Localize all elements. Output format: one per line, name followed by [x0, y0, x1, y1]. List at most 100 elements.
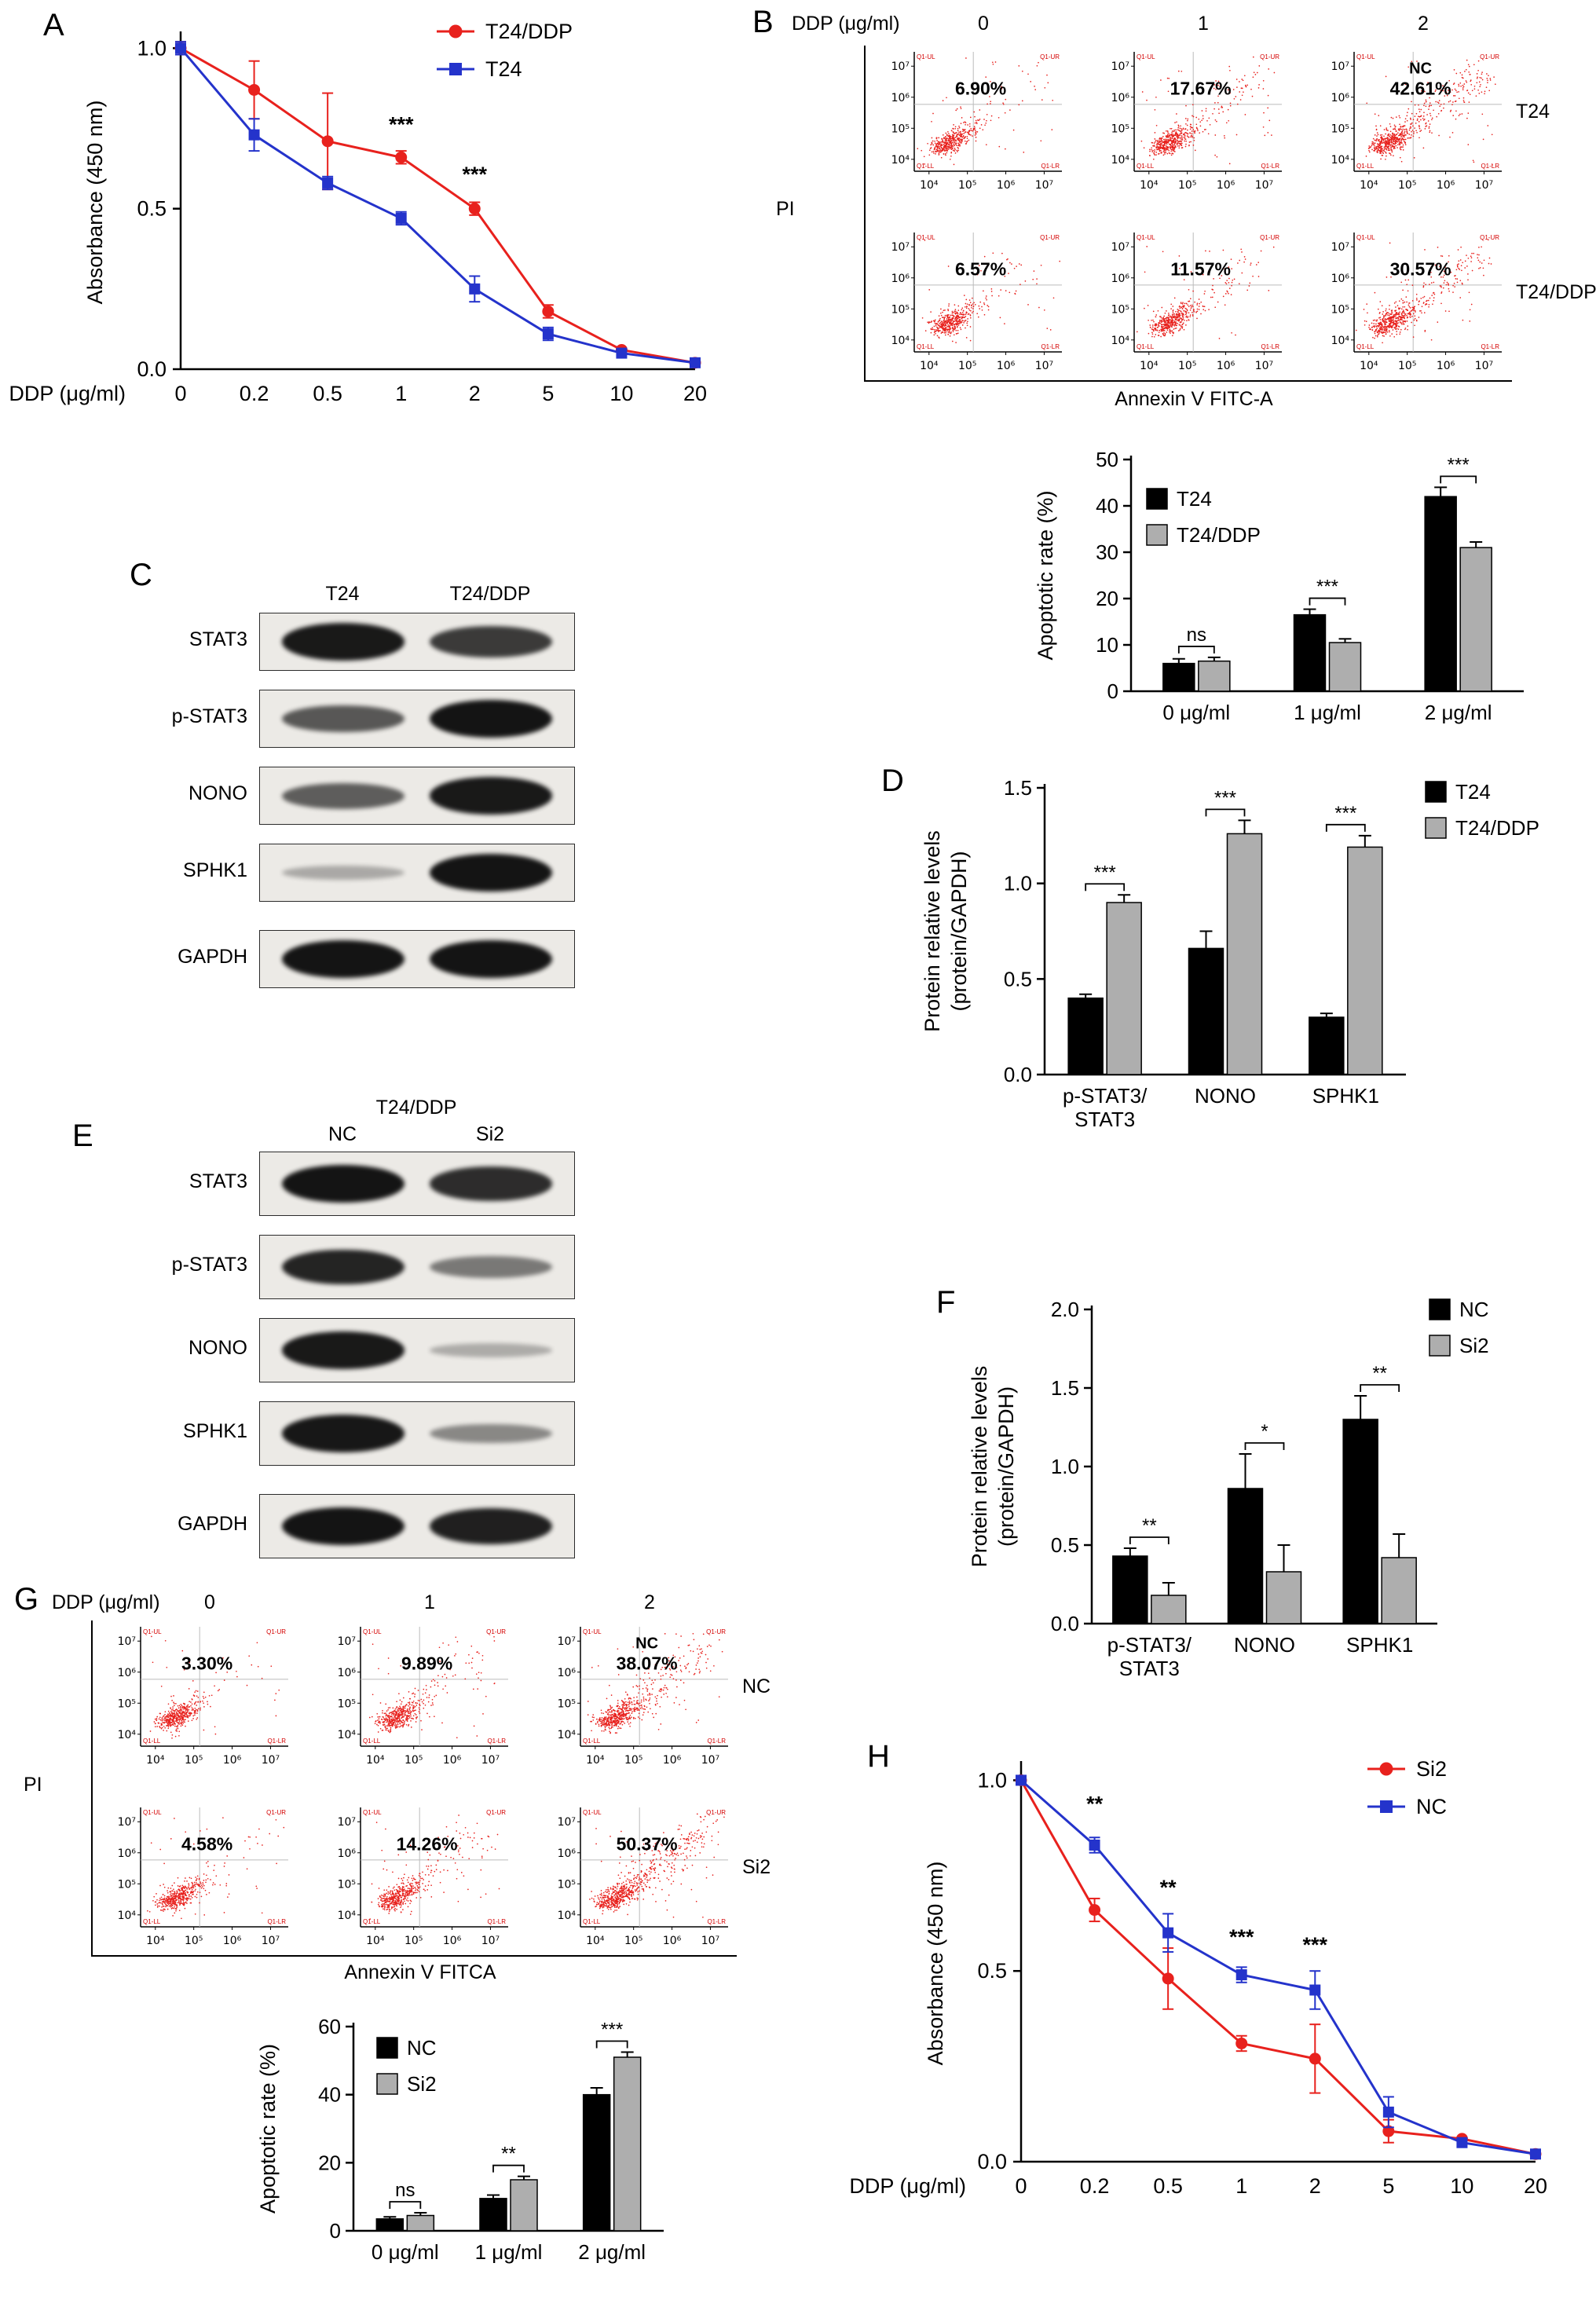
y-tick-label: 1.5	[1004, 776, 1032, 800]
x-tick-label: 10⁴	[366, 1754, 385, 1767]
percent-label: 4.58%	[181, 1834, 232, 1855]
x-tick-label: 10⁶	[443, 1754, 462, 1767]
protein-band	[282, 1164, 404, 1203]
c-protein-label-nono: NONO	[189, 782, 247, 804]
protein-band	[430, 853, 552, 892]
panel-label-c: C	[130, 558, 152, 592]
y-tick-label: 10⁷	[338, 1816, 356, 1829]
e-title: T24/DDP	[375, 1097, 457, 1119]
panel-label-h: H	[867, 1739, 890, 1774]
quadrant-label: Q1-UR	[706, 1809, 726, 1816]
y-tick-label: 40	[318, 2083, 341, 2107]
significance-marker: ***	[389, 113, 414, 137]
data-point	[1162, 1927, 1174, 1939]
legend-label: NC	[1416, 1795, 1447, 1818]
y-axis-title: Absorbance (450 nm)	[83, 101, 107, 305]
quadrant-label: Q1-LL	[583, 1918, 601, 1925]
y-tick-label: 0.0	[1051, 1612, 1079, 1635]
e-protein-label-gapdh: GAPDH	[178, 1513, 247, 1535]
quadrant-label: Q1-LR	[1481, 163, 1499, 170]
data-point	[322, 177, 334, 189]
y-tick-label: 10⁷	[558, 1635, 576, 1648]
protein-band	[430, 1423, 552, 1444]
legend-label: NC	[407, 2036, 437, 2060]
e-col-header-nc: NC	[328, 1123, 357, 1145]
sig-label: ***	[1094, 862, 1116, 883]
y-tick-label: 40	[1096, 494, 1118, 518]
bar-T24	[1162, 662, 1195, 692]
y-tick-label: 1.0	[1051, 1455, 1079, 1478]
x-tick-label: 1	[395, 382, 407, 405]
x-axis-title: DDP (μg/ml)	[849, 2174, 966, 2198]
y-tick-label: 10	[1096, 633, 1118, 657]
x-tick-label: 2	[1309, 2174, 1321, 2198]
sig-bracket	[595, 2040, 628, 2049]
c-col-header-t24: T24	[325, 583, 360, 605]
x-tick-label: 10⁷	[701, 1754, 719, 1767]
y-tick-label: 50	[1096, 448, 1118, 471]
bar-NC	[1227, 1488, 1264, 1624]
protein-band	[430, 1256, 552, 1278]
y-tick-label: 10⁴	[1111, 335, 1130, 347]
quadrant-label: Q1-LL	[363, 1918, 381, 1925]
quadrant-label: Q1-LL	[917, 163, 935, 170]
flow-plot-g-si2-1: 10⁴ 10⁴ 10⁵ 10⁵ 10⁶ 10⁶ 10⁷ 10⁷ Q1-UL Q1-UR Q1-LL Q…	[338, 1807, 508, 1947]
legend-label: NC	[1459, 1298, 1489, 1321]
legend-label: Si2	[1416, 1757, 1447, 1781]
quadrant-label: Q1-UL	[143, 1628, 162, 1635]
c-protein-label-sphk1: SPHK1	[183, 859, 247, 881]
legend-label: T24/DDP	[1177, 523, 1261, 547]
x-tick-label: 10⁶	[1437, 360, 1455, 372]
g-annexin-axis-label: Annexin V FITCA	[344, 1961, 496, 1983]
legend-marker	[1380, 1800, 1393, 1813]
bar-T24/DDP	[1106, 902, 1142, 1075]
y-tick-label: 0.5	[137, 197, 167, 221]
sig-bracket	[1177, 646, 1215, 654]
legend-marker	[1146, 524, 1168, 546]
bar-T24/DDP	[1347, 846, 1383, 1075]
y-tick-label: 10⁶	[338, 1667, 357, 1679]
x-tick-label: 10⁵	[185, 1754, 203, 1767]
quadrant-label: Q1-LR	[267, 1738, 286, 1745]
bar-Si2	[1265, 1571, 1302, 1624]
y-tick-label: 10⁷	[891, 60, 910, 73]
quadrant-label: Q1-LL	[143, 1738, 161, 1745]
y-axis-title: Protein relative levels	[921, 830, 944, 1032]
data-point	[542, 328, 554, 340]
y-axis-title: Protein relative levels	[968, 1366, 991, 1568]
protein-band	[282, 705, 404, 733]
legend-marker	[1146, 488, 1168, 510]
percent-label: 14.26%	[397, 1834, 458, 1855]
x-tick-label: 10	[609, 382, 633, 405]
quadrant-label: Q1-LL	[917, 343, 935, 350]
y-tick-label: 10⁶	[1331, 273, 1350, 285]
e-blot-pstat3	[259, 1235, 575, 1299]
legend-label: T24/DDP	[1455, 816, 1539, 840]
y-tick-label: 0	[330, 2219, 341, 2243]
flow-plot-b-t24ddp-2: 10⁴ 10⁴ 10⁵ 10⁵ 10⁶ 10⁶ 10⁷ 10⁷ Q1-UL Q1-UR Q1-LL Q…	[1331, 233, 1502, 372]
x-tick-label: 10⁴	[146, 1754, 165, 1767]
quadrant-label: Q1-UL	[917, 53, 935, 60]
x-tick-label: 10⁶	[663, 1935, 682, 1947]
y-tick-label: 10⁶	[558, 1667, 577, 1679]
legend-label: T24	[1455, 780, 1491, 804]
c-blot-nono	[259, 767, 575, 825]
x-tick-label: 10⁶	[443, 1935, 462, 1947]
y-tick-label: 10⁵	[891, 123, 910, 135]
b-dose-axis-label: DDP (μg/ml)	[792, 13, 900, 35]
sig-bracket	[1244, 1442, 1285, 1450]
y-tick-label: 10⁵	[1331, 123, 1349, 135]
quadrant-label: Q1-UR	[486, 1809, 506, 1816]
c-protein-label-stat3: STAT3	[189, 628, 247, 650]
y-tick-label: 10⁶	[118, 1667, 137, 1679]
sig-label: ***	[1448, 454, 1470, 475]
y-tick-label: 10⁴	[118, 1910, 137, 1922]
c-protein-label-pstat3: p-STAT3	[171, 705, 247, 727]
bar-T24/DDP	[1459, 547, 1492, 692]
x-tick-label: 10⁷	[481, 1754, 500, 1767]
category-label: 2 μg/ml	[1425, 701, 1492, 724]
c-blot-stat3	[259, 613, 575, 671]
y-tick-label: 0.5	[977, 1959, 1007, 1983]
y-tick-label: 20	[1096, 587, 1118, 610]
x-tick-label: 10⁴	[586, 1754, 605, 1767]
